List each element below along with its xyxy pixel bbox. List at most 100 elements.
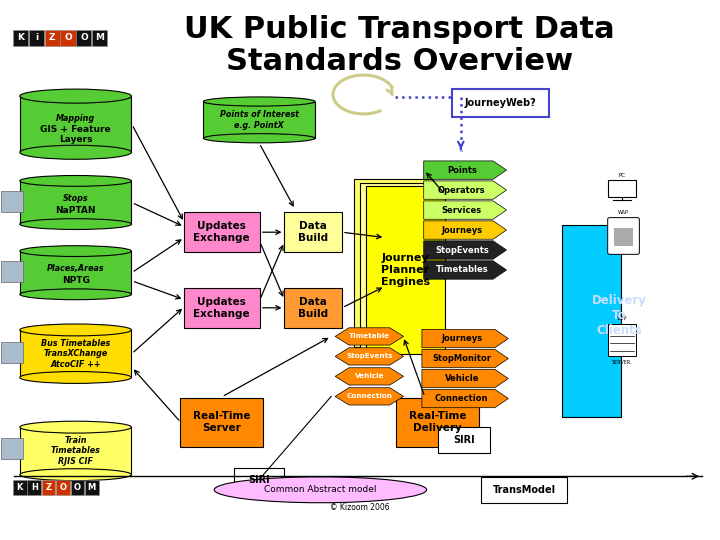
Text: Data
Build: Data Build [298,297,328,319]
Polygon shape [423,221,507,239]
Text: Points: Points [447,166,477,174]
Text: Journey
Planner
Engines: Journey Planner Engines [381,253,430,287]
Text: NPTG: NPTG [62,276,89,285]
Bar [76,30,91,46]
Text: SIRI: SIRI [454,435,475,445]
FancyBboxPatch shape [396,398,480,447]
Text: Updates
Exchange: Updates Exchange [194,297,250,319]
Text: Real-Time
Server: Real-Time Server [193,411,251,433]
Ellipse shape [203,97,315,106]
Bar [614,228,633,246]
Ellipse shape [203,134,315,143]
Bar [13,480,27,495]
Text: VoIP: VoIP [617,316,627,321]
Bar [71,480,84,495]
Bar [203,102,315,138]
Ellipse shape [19,289,131,300]
Text: Vehicle: Vehicle [355,373,384,380]
Bar [19,427,131,475]
FancyBboxPatch shape [608,218,639,254]
Text: M: M [88,483,96,491]
Text: StopEvents: StopEvents [346,353,392,360]
Bar [19,251,131,294]
Text: O: O [64,33,72,42]
Text: StopMonitor: StopMonitor [432,354,491,363]
FancyBboxPatch shape [181,398,264,447]
Bar [60,30,76,46]
Text: O: O [80,33,88,42]
Ellipse shape [215,477,426,503]
Text: NaPTAN: NaPTAN [55,206,96,215]
Text: StopEvents: StopEvents [435,246,489,254]
Text: M: M [95,33,104,42]
Ellipse shape [19,421,131,433]
FancyBboxPatch shape [452,89,549,117]
Text: Connection: Connection [435,394,488,403]
Bar [562,225,621,417]
Bar [1,191,23,212]
Text: Vehicle: Vehicle [444,374,479,383]
FancyBboxPatch shape [184,287,260,328]
Ellipse shape [19,372,131,383]
Text: Real-Time
Delivery: Real-Time Delivery [409,411,467,433]
Text: Points of Interest
e.g. PointX: Points of Interest e.g. PointX [220,110,299,130]
Polygon shape [336,368,403,385]
FancyBboxPatch shape [438,427,490,453]
Bar [85,480,99,495]
FancyBboxPatch shape [284,287,342,328]
Bar [1,438,23,459]
Bar [27,480,41,495]
Ellipse shape [19,145,131,159]
Polygon shape [423,201,507,219]
Text: TransModel: TransModel [492,485,556,495]
Bar [19,181,131,224]
Bar [360,183,439,350]
Text: H: H [31,483,37,491]
Bar [354,179,433,347]
Text: WAP: WAP [618,210,629,215]
Polygon shape [422,389,508,408]
Polygon shape [422,369,508,388]
Ellipse shape [19,176,131,186]
Ellipse shape [19,469,131,481]
Bar [366,186,445,354]
Ellipse shape [19,89,131,103]
Text: PC: PC [618,173,626,178]
Bar [1,261,23,282]
Bar [13,30,28,46]
Bar [56,480,70,495]
FancyBboxPatch shape [184,212,260,252]
Text: Operators: Operators [438,186,485,194]
Polygon shape [422,329,508,348]
Text: Services: Services [441,206,482,214]
Bar [19,330,131,377]
Text: Mapping: Mapping [56,114,95,123]
Text: UK Public Transport Data: UK Public Transport Data [184,15,615,44]
Text: Common Abstract model: Common Abstract model [264,485,377,494]
Text: Journeys: Journeys [441,334,482,343]
Polygon shape [423,181,507,199]
Text: Places,Areas: Places,Areas [47,264,104,273]
FancyBboxPatch shape [284,212,342,252]
Text: SIRI: SIRI [248,475,270,484]
Text: Stops: Stops [63,194,89,202]
Text: Data
Build: Data Build [298,221,328,243]
Text: GIS + Feature
Layers: GIS + Feature Layers [40,125,111,144]
Text: Delivery
To
Clients: Delivery To Clients [592,294,647,338]
Polygon shape [336,388,403,405]
Text: Standards Overview: Standards Overview [226,47,573,76]
Polygon shape [423,241,507,259]
Polygon shape [336,348,403,365]
Polygon shape [423,161,507,179]
Text: Updates
Exchange: Updates Exchange [194,221,250,243]
Text: Timetables: Timetables [436,266,488,274]
Text: K: K [17,483,23,491]
Bar [1,342,23,363]
Text: Bus Timetables
TransXChange
AtcoCIF ++: Bus Timetables TransXChange AtcoCIF ++ [41,339,110,369]
Polygon shape [423,261,507,279]
Text: JourneyWeb?: JourneyWeb? [464,98,536,107]
Bar [42,480,55,495]
Bar [45,30,60,46]
FancyBboxPatch shape [234,468,284,491]
Polygon shape [422,349,508,368]
